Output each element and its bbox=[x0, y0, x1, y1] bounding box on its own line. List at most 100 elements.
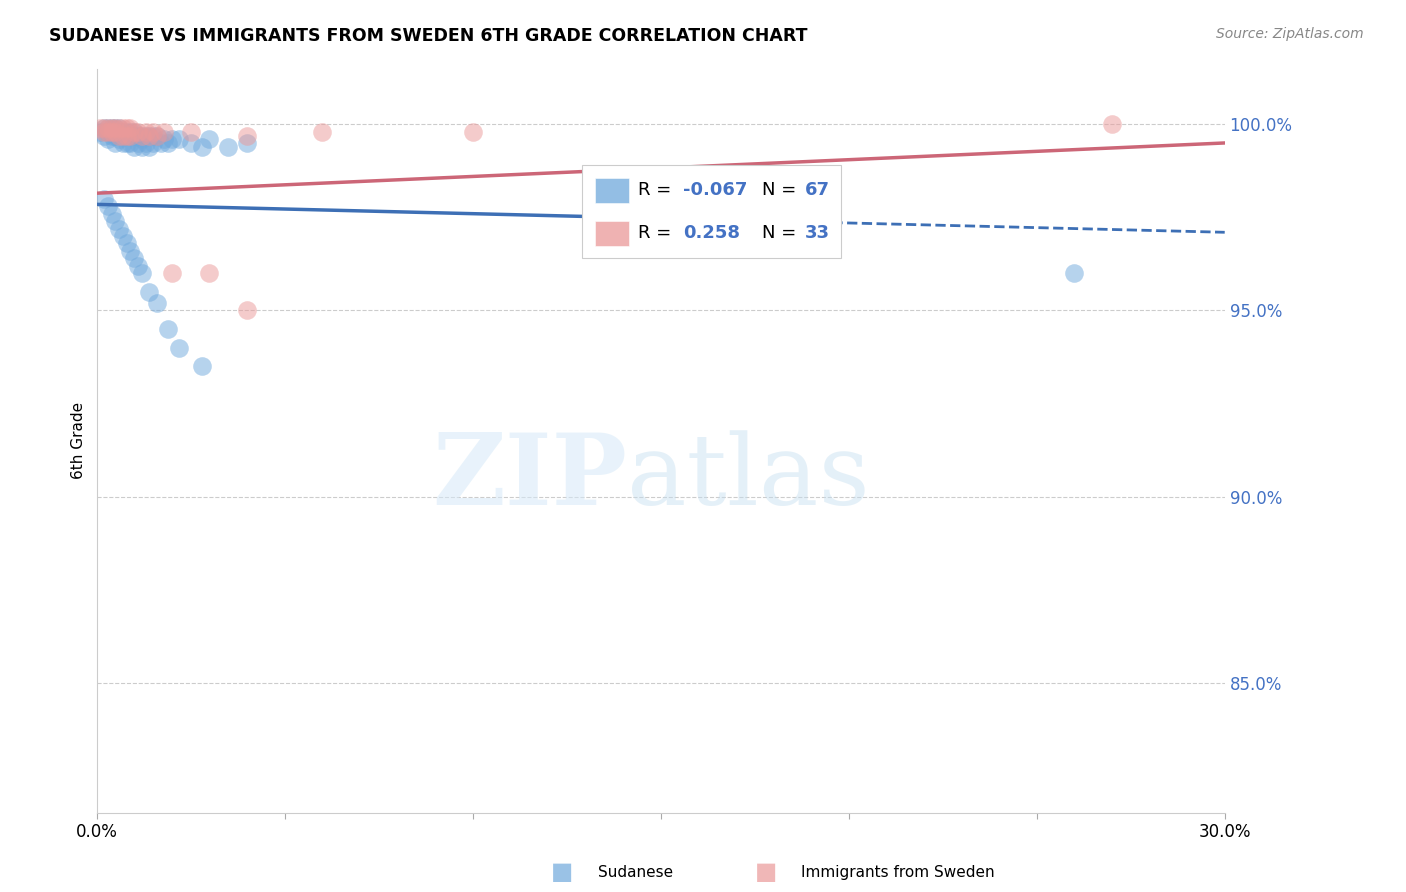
Point bbox=[93, 128, 115, 143]
Point bbox=[138, 128, 160, 143]
Point bbox=[104, 128, 127, 143]
Point bbox=[108, 125, 131, 139]
Point bbox=[127, 136, 149, 150]
Point bbox=[160, 132, 183, 146]
Point bbox=[111, 121, 134, 136]
Point bbox=[100, 207, 122, 221]
Point bbox=[1063, 266, 1085, 280]
Text: N =: N = bbox=[762, 224, 803, 243]
Point bbox=[104, 214, 127, 228]
Text: ■: ■ bbox=[551, 861, 574, 884]
Point bbox=[108, 121, 131, 136]
Point bbox=[120, 121, 142, 136]
Point bbox=[115, 128, 138, 143]
Point bbox=[131, 132, 153, 146]
Point bbox=[97, 125, 120, 139]
Point bbox=[236, 303, 259, 318]
Point bbox=[131, 266, 153, 280]
Point bbox=[122, 128, 145, 143]
Point bbox=[93, 121, 115, 136]
Point bbox=[104, 136, 127, 150]
Point bbox=[120, 128, 142, 143]
Point bbox=[160, 266, 183, 280]
Point bbox=[120, 128, 142, 143]
Point bbox=[131, 128, 153, 143]
Point bbox=[198, 266, 221, 280]
Text: -0.067: -0.067 bbox=[683, 181, 748, 200]
Point bbox=[115, 236, 138, 251]
Point bbox=[169, 132, 191, 146]
Point bbox=[104, 125, 127, 139]
Point bbox=[180, 136, 202, 150]
Point bbox=[138, 139, 160, 153]
Point bbox=[236, 128, 259, 143]
Point bbox=[93, 121, 115, 136]
FancyBboxPatch shape bbox=[595, 220, 628, 245]
Point bbox=[111, 128, 134, 143]
Point bbox=[111, 128, 134, 143]
Point bbox=[180, 125, 202, 139]
Point bbox=[142, 128, 165, 143]
Point bbox=[100, 121, 122, 136]
Point bbox=[131, 139, 153, 153]
Text: N =: N = bbox=[762, 181, 803, 200]
Point bbox=[236, 136, 259, 150]
Point bbox=[100, 121, 122, 136]
Point bbox=[135, 128, 157, 143]
Point bbox=[111, 136, 134, 150]
Point bbox=[104, 121, 127, 136]
Point bbox=[127, 125, 149, 139]
Text: ■: ■ bbox=[755, 861, 778, 884]
Point bbox=[115, 136, 138, 150]
Point bbox=[153, 125, 176, 139]
Point bbox=[97, 121, 120, 136]
Point bbox=[108, 132, 131, 146]
Point bbox=[104, 121, 127, 136]
Point bbox=[120, 125, 142, 139]
Point bbox=[93, 192, 115, 206]
Text: 0.258: 0.258 bbox=[683, 224, 740, 243]
Point bbox=[1101, 117, 1123, 131]
Point bbox=[217, 139, 239, 153]
Point bbox=[157, 136, 180, 150]
Point bbox=[127, 259, 149, 273]
Point bbox=[93, 125, 115, 139]
Point bbox=[149, 136, 172, 150]
Point bbox=[111, 125, 134, 139]
Point bbox=[120, 136, 142, 150]
Point bbox=[142, 136, 165, 150]
Point bbox=[311, 125, 333, 139]
Text: R =: R = bbox=[638, 224, 683, 243]
Point bbox=[115, 121, 138, 136]
Point bbox=[115, 125, 138, 139]
Y-axis label: 6th Grade: 6th Grade bbox=[72, 402, 86, 479]
Point bbox=[97, 132, 120, 146]
Point bbox=[131, 128, 153, 143]
Point bbox=[146, 296, 169, 310]
Text: Sudanese: Sudanese bbox=[598, 865, 672, 880]
Point bbox=[120, 244, 142, 258]
Point bbox=[135, 125, 157, 139]
Point bbox=[89, 125, 111, 139]
Point bbox=[97, 121, 120, 136]
Point bbox=[122, 252, 145, 266]
Text: SUDANESE VS IMMIGRANTS FROM SWEDEN 6TH GRADE CORRELATION CHART: SUDANESE VS IMMIGRANTS FROM SWEDEN 6TH G… bbox=[49, 27, 807, 45]
Point bbox=[104, 125, 127, 139]
Point bbox=[122, 125, 145, 139]
Point bbox=[100, 128, 122, 143]
Point bbox=[461, 125, 484, 139]
Point bbox=[153, 132, 176, 146]
Point bbox=[142, 125, 165, 139]
Text: 67: 67 bbox=[806, 181, 830, 200]
Point bbox=[122, 139, 145, 153]
Point bbox=[146, 128, 169, 143]
Point bbox=[146, 128, 169, 143]
Point bbox=[97, 125, 120, 139]
Point bbox=[108, 221, 131, 235]
Text: Source: ZipAtlas.com: Source: ZipAtlas.com bbox=[1216, 27, 1364, 41]
Point bbox=[157, 322, 180, 336]
Point bbox=[127, 128, 149, 143]
Point bbox=[191, 359, 214, 374]
Point bbox=[111, 229, 134, 244]
Point bbox=[135, 136, 157, 150]
